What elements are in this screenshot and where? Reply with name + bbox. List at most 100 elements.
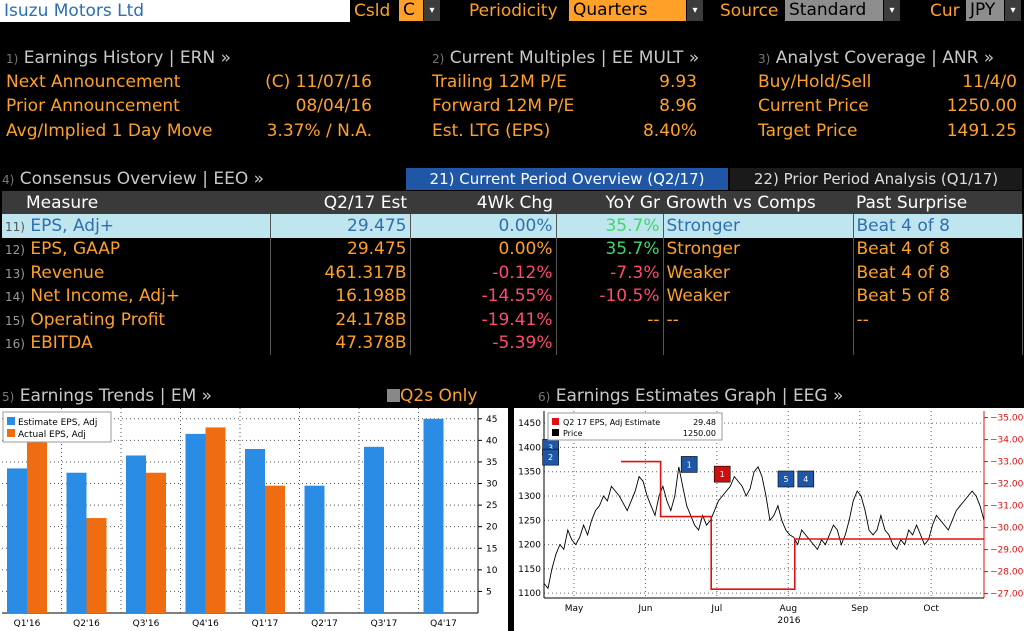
measure-cell[interactable]: 13) Revenue	[2, 261, 271, 285]
section-number: 2)	[432, 52, 445, 66]
x-tick-label: Q2'16	[73, 619, 100, 629]
col-estimate[interactable]: Q2/17 Est	[270, 191, 410, 214]
legend-swatch	[552, 429, 559, 436]
earnings-trends-chart: 5 10 15 20 25 30 35 40 45 Q1'16 Q2'16 Q3'16 Q4'16 Q1'…	[0, 408, 508, 631]
currency-field[interactable]: JPY	[966, 0, 1004, 21]
earnings-trends-title[interactable]: 5) Earnings Trends | EM »	[2, 386, 212, 406]
growth-cell: Weaker	[663, 261, 854, 285]
earnings-graph-link[interactable]: Earnings Estimates Graph | EEG »	[555, 386, 844, 406]
currency-label: Cur	[930, 1, 960, 21]
estimate-cell: 47.378B	[270, 331, 411, 355]
surprise-cell: Beat 4 of 8	[853, 237, 1023, 261]
col-4wk-change[interactable]: 4Wk Chg	[410, 191, 556, 214]
currency-dropdown-icon[interactable]: ▾	[1005, 0, 1021, 21]
x-tick-label: Jun	[637, 604, 652, 614]
target-price-label: Target Price	[758, 121, 858, 141]
table-row[interactable]: 12) EPS, GAAP 29.475 0.00% 35.7% Stronge…	[2, 237, 1023, 261]
current-multiples-link[interactable]: Current Multiples | EE MULT »	[449, 48, 700, 68]
actual-bar	[86, 518, 107, 613]
y-tick-label: 20	[486, 523, 498, 533]
estimate-cell: 29.475	[270, 214, 411, 238]
analyst-coverage-link[interactable]: Analyst Coverage | ANR »	[775, 48, 995, 68]
legend-box	[2, 411, 112, 443]
analyst-coverage-title[interactable]: 3) Analyst Coverage | ANR »	[758, 48, 994, 68]
estimate-cell: 29.475	[270, 237, 411, 261]
col-growth-vs-comps[interactable]: Growth vs Comps	[663, 191, 853, 214]
q2s-only-toggle[interactable]: Q2s Only	[387, 386, 477, 406]
chart-legend: Estimate EPS, Adj Actual EPS, Adj	[2, 411, 112, 443]
legend-swatch	[552, 418, 559, 425]
earnings-graph-title[interactable]: 6) Earnings Estimates Graph | EEG »	[538, 386, 843, 406]
y-tick-label: 15	[486, 544, 497, 554]
growth-cell: --	[663, 308, 854, 332]
consensus-header-row: Measure Q2/17 Est 4Wk Chg YoY Gr Growth …	[2, 191, 1022, 214]
earnings-history-section: 1) Earnings History | ERN »	[6, 48, 231, 68]
y-tick-label: 10	[486, 566, 498, 576]
yoy-cell: 35.7%	[556, 214, 664, 238]
col-measure[interactable]: Measure	[2, 191, 270, 214]
earnings-history-link[interactable]: Earnings History | ERN »	[23, 48, 231, 68]
measure-cell[interactable]: 15) Operating Profit	[2, 308, 271, 332]
tab-current-period[interactable]: 21) Current Period Overview (Q2/17)	[406, 168, 728, 190]
event-marker-label: 1	[720, 470, 725, 479]
change-cell: -19.41%	[410, 308, 557, 332]
target-price-value: 1491.25	[946, 121, 1017, 141]
legend-label: Q2 17 EPS, Adj Estimate	[563, 418, 660, 427]
measure-name: EBITDA	[30, 333, 93, 354]
measure-cell[interactable]: 12) EPS, GAAP	[2, 237, 271, 261]
day-move-value: 3.37% / N.A.	[266, 121, 372, 141]
checkbox-icon[interactable]	[387, 389, 400, 402]
right-tick-label: −33.00	[990, 458, 1024, 468]
event-marker-label: 3	[548, 443, 553, 452]
table-row[interactable]: 15) Operating Profit 24.178B -19.41% -- …	[2, 308, 1023, 332]
measure-cell[interactable]: 16) EBITDA	[2, 331, 271, 355]
earnings-graph-section: 6) Earnings Estimates Graph | EEG »	[538, 386, 843, 406]
section-number: 3)	[758, 52, 771, 66]
tab-prior-period[interactable]: 22) Prior Period Analysis (Q1/17)	[730, 168, 1022, 190]
table-row[interactable]: 11) EPS, Adj+ 29.475 0.00% 35.7% Stronge…	[2, 214, 1023, 238]
earnings-estimates-graph: 1100 1150 1200 1250 1300 1350 1400 1450 −27.00 −2…	[514, 408, 1024, 631]
earnings-history-title[interactable]: 1) Earnings History | ERN »	[6, 48, 231, 68]
source-dropdown-icon[interactable]: ▾	[884, 0, 900, 21]
change-cell: -0.12%	[410, 261, 557, 285]
source-field[interactable]: Standard	[785, 0, 883, 21]
yoy-cell: -7.3%	[556, 261, 664, 285]
legend-label: Price	[563, 429, 583, 438]
right-tick-label: −28.00	[990, 568, 1024, 578]
measure-name: EPS, Adj+	[30, 215, 115, 236]
left-tick-label: 1100	[518, 589, 541, 599]
estimate-bar	[245, 449, 265, 613]
col-yoy-growth[interactable]: YoY Gr	[556, 191, 663, 214]
legend-swatch	[7, 429, 15, 437]
surprise-cell: Beat 4 of 8	[853, 214, 1023, 238]
yoy-cell: 35.7%	[556, 237, 664, 261]
legend-label: Actual EPS, Adj	[18, 430, 86, 440]
table-row[interactable]: 13) Revenue 461.317B -0.12% -7.3% Weaker…	[2, 261, 1023, 285]
measure-cell[interactable]: 11) EPS, Adj+	[2, 214, 271, 238]
legend-box	[547, 412, 723, 441]
csld-field[interactable]: C	[399, 0, 423, 21]
table-row[interactable]: 14) Net Income, Adj+ 16.198B -14.55% -10…	[2, 284, 1023, 308]
current-price-label: Current Price	[758, 96, 869, 116]
change-cell: 0.00%	[410, 237, 557, 261]
current-multiples-title[interactable]: 2) Current Multiples | EE MULT »	[432, 48, 699, 68]
csld-dropdown-icon[interactable]: ▾	[424, 0, 440, 21]
title-bar	[0, 0, 350, 22]
current-price-value: 1250.00	[946, 96, 1017, 116]
estimate-bar	[66, 472, 87, 613]
periodicity-field[interactable]: Quarters	[569, 0, 686, 21]
trailing-pe-label: Trailing 12M P/E	[432, 72, 567, 92]
earnings-trends-link[interactable]: Earnings Trends | EM »	[19, 386, 213, 406]
consensus-link[interactable]: Consensus Overview | EEO »	[19, 169, 265, 189]
estimate-step-line	[621, 460, 984, 590]
table-row[interactable]: 16) EBITDA 47.378B -5.39%	[2, 331, 1023, 355]
y-tick-label: 30	[486, 480, 498, 490]
prior-announcement-value: 08/04/16	[295, 96, 372, 116]
right-tick-label: −31.00	[990, 502, 1024, 512]
periodicity-dropdown-icon[interactable]: ▾	[687, 0, 703, 21]
consensus-title[interactable]: 4) Consensus Overview | EEO »	[2, 169, 264, 189]
legend-swatch	[7, 417, 15, 425]
measure-cell[interactable]: 14) Net Income, Adj+	[2, 284, 271, 308]
left-tick-label: 1450	[518, 419, 541, 429]
col-past-surprise[interactable]: Past Surprise	[853, 191, 1022, 214]
